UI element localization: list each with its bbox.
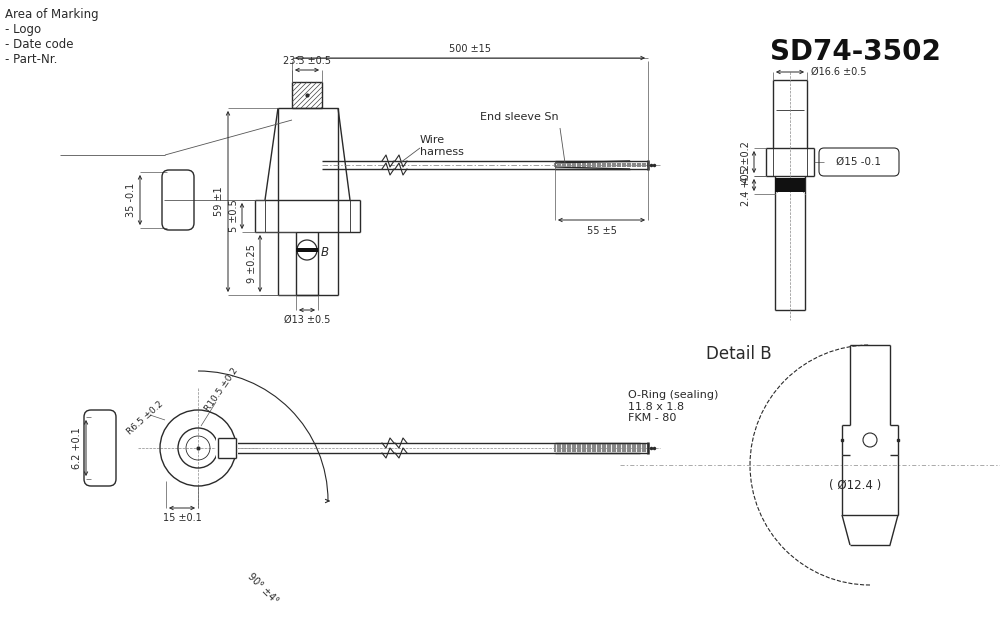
Text: 55 ±5: 55 ±5 <box>587 226 616 236</box>
Text: O-Ring (sealing)
11.8 x 1.8
FKM - 80: O-Ring (sealing) 11.8 x 1.8 FKM - 80 <box>628 390 718 423</box>
Text: Area of Marking
- Logo
- Date code
- Part-Nr.: Area of Marking - Logo - Date code - Par… <box>5 8 99 66</box>
Text: 500 ±15: 500 ±15 <box>449 44 491 54</box>
Text: Wire
harness: Wire harness <box>420 135 464 156</box>
Text: 2.4 +0.2: 2.4 +0.2 <box>741 164 751 206</box>
Text: 4.5 ±0.2: 4.5 ±0.2 <box>741 141 751 183</box>
Text: 59 ±1: 59 ±1 <box>214 187 224 216</box>
Text: 15 ±0.1: 15 ±0.1 <box>163 513 201 523</box>
Text: 23.3 ±0.5: 23.3 ±0.5 <box>283 56 331 66</box>
Bar <box>216 438 238 458</box>
Text: Ø16.6 ±0.5: Ø16.6 ±0.5 <box>811 67 866 77</box>
Text: ( Ø12.4 ): ( Ø12.4 ) <box>829 479 881 492</box>
Bar <box>296 248 318 252</box>
Text: 9 ±0.25: 9 ±0.25 <box>247 244 257 283</box>
Text: 6.2 +0.1: 6.2 +0.1 <box>72 427 82 469</box>
Text: 90° ±4°: 90° ±4° <box>246 571 280 605</box>
Text: SD74-3502: SD74-3502 <box>770 38 940 66</box>
Text: R10.5 ±0.2: R10.5 ±0.2 <box>203 366 240 414</box>
Text: Detail B: Detail B <box>706 345 772 363</box>
Bar <box>775 178 805 192</box>
Text: R6.5 ±0.2: R6.5 ±0.2 <box>125 399 165 437</box>
Text: B: B <box>321 245 329 258</box>
Text: 5 ±0.5: 5 ±0.5 <box>229 199 239 232</box>
Text: Ø13 ±0.5: Ø13 ±0.5 <box>284 315 330 325</box>
Text: End sleeve Sn: End sleeve Sn <box>480 112 559 122</box>
Text: Ø15 -0.1: Ø15 -0.1 <box>836 157 882 167</box>
Text: 35 -0.1: 35 -0.1 <box>126 183 136 217</box>
